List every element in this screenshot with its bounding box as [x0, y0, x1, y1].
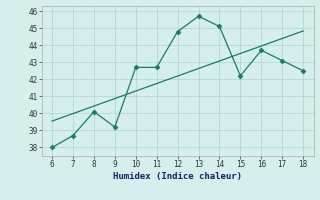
X-axis label: Humidex (Indice chaleur): Humidex (Indice chaleur) [113, 172, 242, 181]
